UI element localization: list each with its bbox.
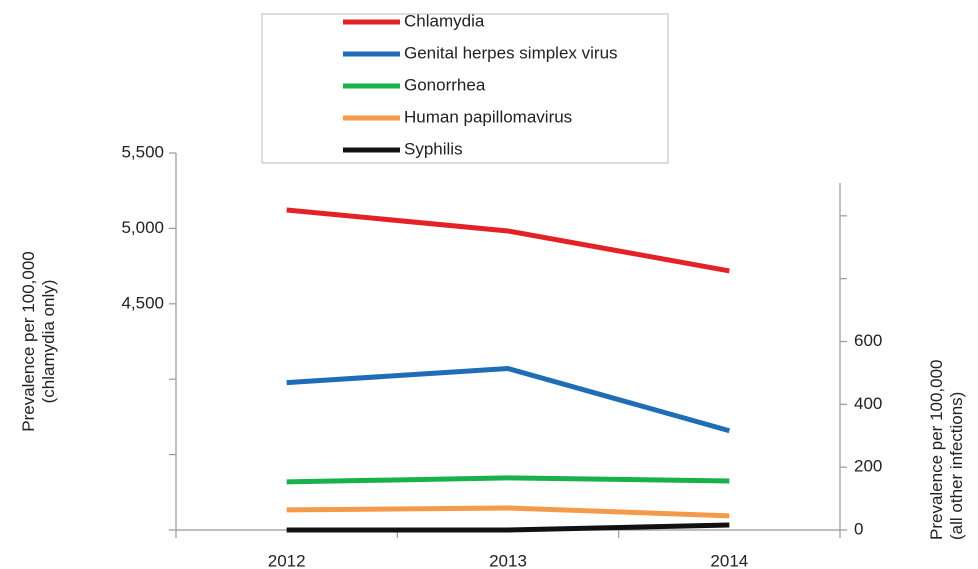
y-axis-label-line: (chlamydia only): [39, 280, 58, 404]
legend-box: [261, 13, 669, 164]
y2-axis-label-line: (all other infections): [947, 392, 966, 540]
y2-tick-label: 400: [854, 394, 882, 413]
legend-label: Gonorrhea: [404, 75, 486, 94]
y-tick-label: 5,500: [121, 142, 164, 161]
legend-label: Syphilis: [404, 139, 463, 158]
series-line: [286, 207, 730, 274]
series-line: [286, 522, 730, 533]
y-axis-label-line: Prevalence per 100,000: [19, 251, 38, 432]
series-line: [286, 475, 730, 485]
y-tick-label: 5,000: [121, 218, 164, 237]
x-tick-label: 2013: [489, 551, 527, 569]
y-tick-label: 4,500: [121, 293, 164, 312]
x-tick-label: 2012: [268, 551, 306, 569]
x-tick-label: 2014: [710, 551, 748, 569]
legend-label: Human papillomavirus: [404, 107, 572, 126]
y2-tick-label: 600: [854, 331, 882, 350]
series-line: [286, 366, 731, 434]
y2-tick-label: 200: [854, 457, 882, 476]
y2-axis-label: Prevalence per 100,000(all other infecti…: [927, 359, 966, 540]
legend-label: Chlamydia: [404, 11, 485, 30]
y-axis-label: Prevalence per 100,000(chlamydia only): [19, 251, 58, 432]
y2-axis-label-line: Prevalence per 100,000: [927, 359, 946, 540]
series-line: [286, 505, 730, 519]
legend-label: Genital herpes simplex virus: [404, 43, 618, 62]
y2-tick-label: 0: [854, 519, 863, 538]
